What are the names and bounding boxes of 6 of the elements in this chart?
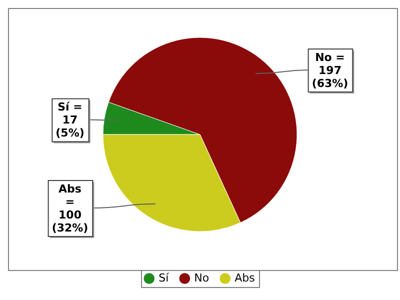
- legend-label: No: [194, 271, 210, 284]
- data-label: No = 197 (63%): [312, 50, 348, 90]
- legend-label: Sí: [158, 271, 170, 284]
- legend-label: Abs: [234, 271, 256, 284]
- data-label: Sí = 17 (5%): [56, 100, 84, 140]
- data-label: Abs = 100 (32%): [52, 182, 88, 234]
